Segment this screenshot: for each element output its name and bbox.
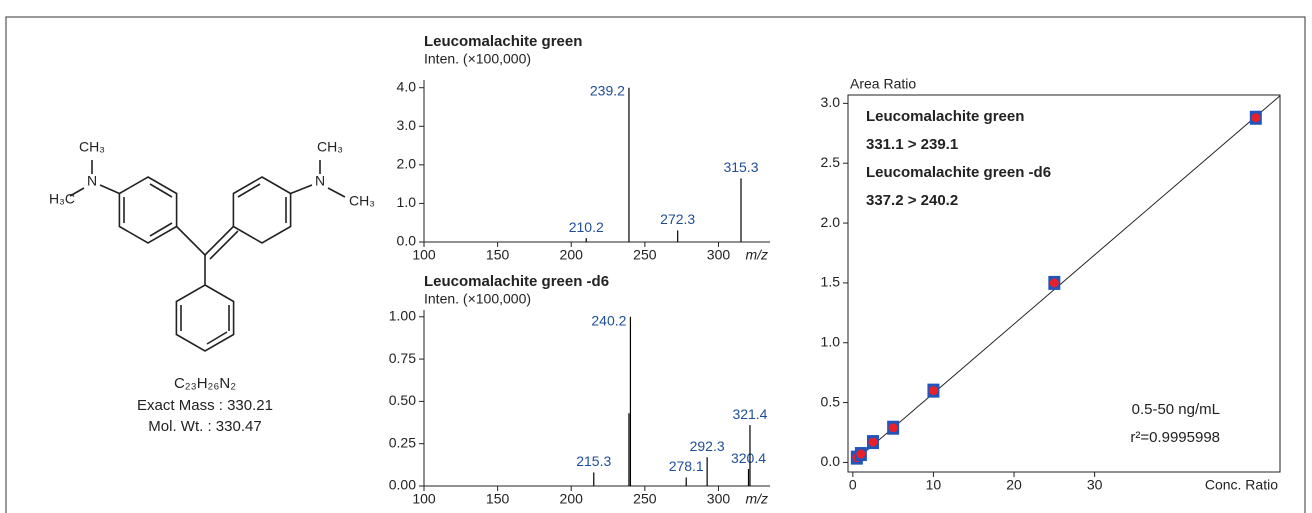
annotation: Leucomalachite green -d6	[866, 164, 1051, 181]
peak-label: 292.3	[690, 438, 725, 454]
y-axis-label: Area Ratio	[850, 76, 916, 92]
point	[1251, 113, 1261, 123]
frame	[5, 16, 1306, 513]
x-tick-label: 250	[633, 247, 657, 263]
y-tick-label: 0.0	[821, 453, 841, 469]
y-tick-label: 0.0	[397, 233, 417, 249]
x-tick-label: 300	[707, 247, 731, 263]
annotation: 331.1 > 239.1	[866, 136, 958, 153]
x-tick-label: 150	[486, 247, 510, 263]
y-axis-label: Inten. (×100,000)	[424, 51, 531, 67]
formula: C₂₃H₂₆N₂	[174, 375, 236, 392]
y-tick-label: 3.0	[821, 94, 841, 110]
peak-label: 278.1	[669, 458, 704, 474]
x-axis-label: m/z	[745, 491, 768, 507]
atom-label: H₃C	[49, 191, 75, 207]
annotation: Leucomalachite green	[866, 108, 1024, 125]
fit-line	[852, 95, 1281, 463]
y-tick-label: 0.75	[389, 350, 416, 366]
x-tick-label: 30	[1087, 477, 1103, 493]
x-tick-label: 100	[412, 247, 436, 263]
y-tick-label: 2.0	[821, 214, 841, 230]
x-tick-label: 100	[412, 491, 436, 507]
x-tick-label: 20	[1006, 477, 1022, 493]
peak-label: 320.4	[731, 450, 766, 466]
y-tick-label: 1.0	[397, 194, 417, 210]
range-label: 0.5-50 ng/mL	[1132, 401, 1220, 418]
x-tick-label: 150	[486, 491, 510, 507]
plot-frame	[847, 94, 1281, 473]
r2-label: r²=0.9995998	[1130, 429, 1220, 446]
peak-label: 240.2	[591, 313, 626, 329]
chart-title: Leucomalachite green	[424, 33, 582, 50]
y-tick-label: 0.25	[389, 434, 416, 450]
atom-label: N	[315, 173, 325, 189]
point	[888, 423, 898, 433]
peak-label: 321.4	[732, 406, 767, 422]
x-axis-label: m/z	[745, 247, 768, 263]
chart-title: Leucomalachite green -d6	[424, 273, 609, 290]
y-tick-label: 3.0	[397, 117, 417, 133]
point	[856, 449, 866, 459]
peak-label: 315.3	[723, 159, 758, 175]
peak-label: 272.3	[660, 211, 695, 227]
point	[1049, 278, 1059, 288]
atom-label: N	[87, 173, 97, 189]
y-tick-label: 0.5	[821, 393, 841, 409]
peak-label: 210.2	[569, 219, 604, 235]
atom-label: CH₃	[317, 139, 343, 155]
mol-wt: Mol. Wt. : 330.47	[148, 418, 261, 435]
x-tick-label: 250	[633, 491, 657, 507]
point	[928, 386, 938, 396]
atom-label: CH₃	[349, 193, 375, 209]
peak-label: 215.3	[576, 453, 611, 469]
y-axis-label: Inten. (×100,000)	[424, 291, 531, 307]
exact-mass: Exact Mass : 330.21	[137, 397, 273, 414]
y-tick-label: 0.50	[389, 392, 416, 408]
x-tick-label: 300	[707, 491, 731, 507]
y-tick-label: 1.0	[821, 333, 841, 349]
y-tick-label: 2.5	[821, 154, 841, 170]
peak-label: 239.2	[590, 83, 625, 99]
annotation: 337.2 > 240.2	[866, 192, 958, 209]
structure	[69, 160, 346, 352]
point	[868, 437, 878, 447]
atom-label: CH₃	[79, 139, 105, 155]
y-tick-label: 2.0	[397, 156, 417, 172]
y-tick-label: 0.00	[389, 477, 416, 493]
y-tick-label: 1.5	[821, 274, 841, 290]
x-tick-label: 0	[849, 477, 857, 493]
x-tick-label: 200	[560, 491, 584, 507]
y-tick-label: 1.00	[389, 307, 416, 323]
y-tick-label: 4.0	[397, 78, 417, 94]
x-tick-label: 200	[560, 247, 584, 263]
x-tick-label: 10	[926, 477, 942, 493]
x-axis-label: Conc. Ratio	[1205, 477, 1278, 493]
